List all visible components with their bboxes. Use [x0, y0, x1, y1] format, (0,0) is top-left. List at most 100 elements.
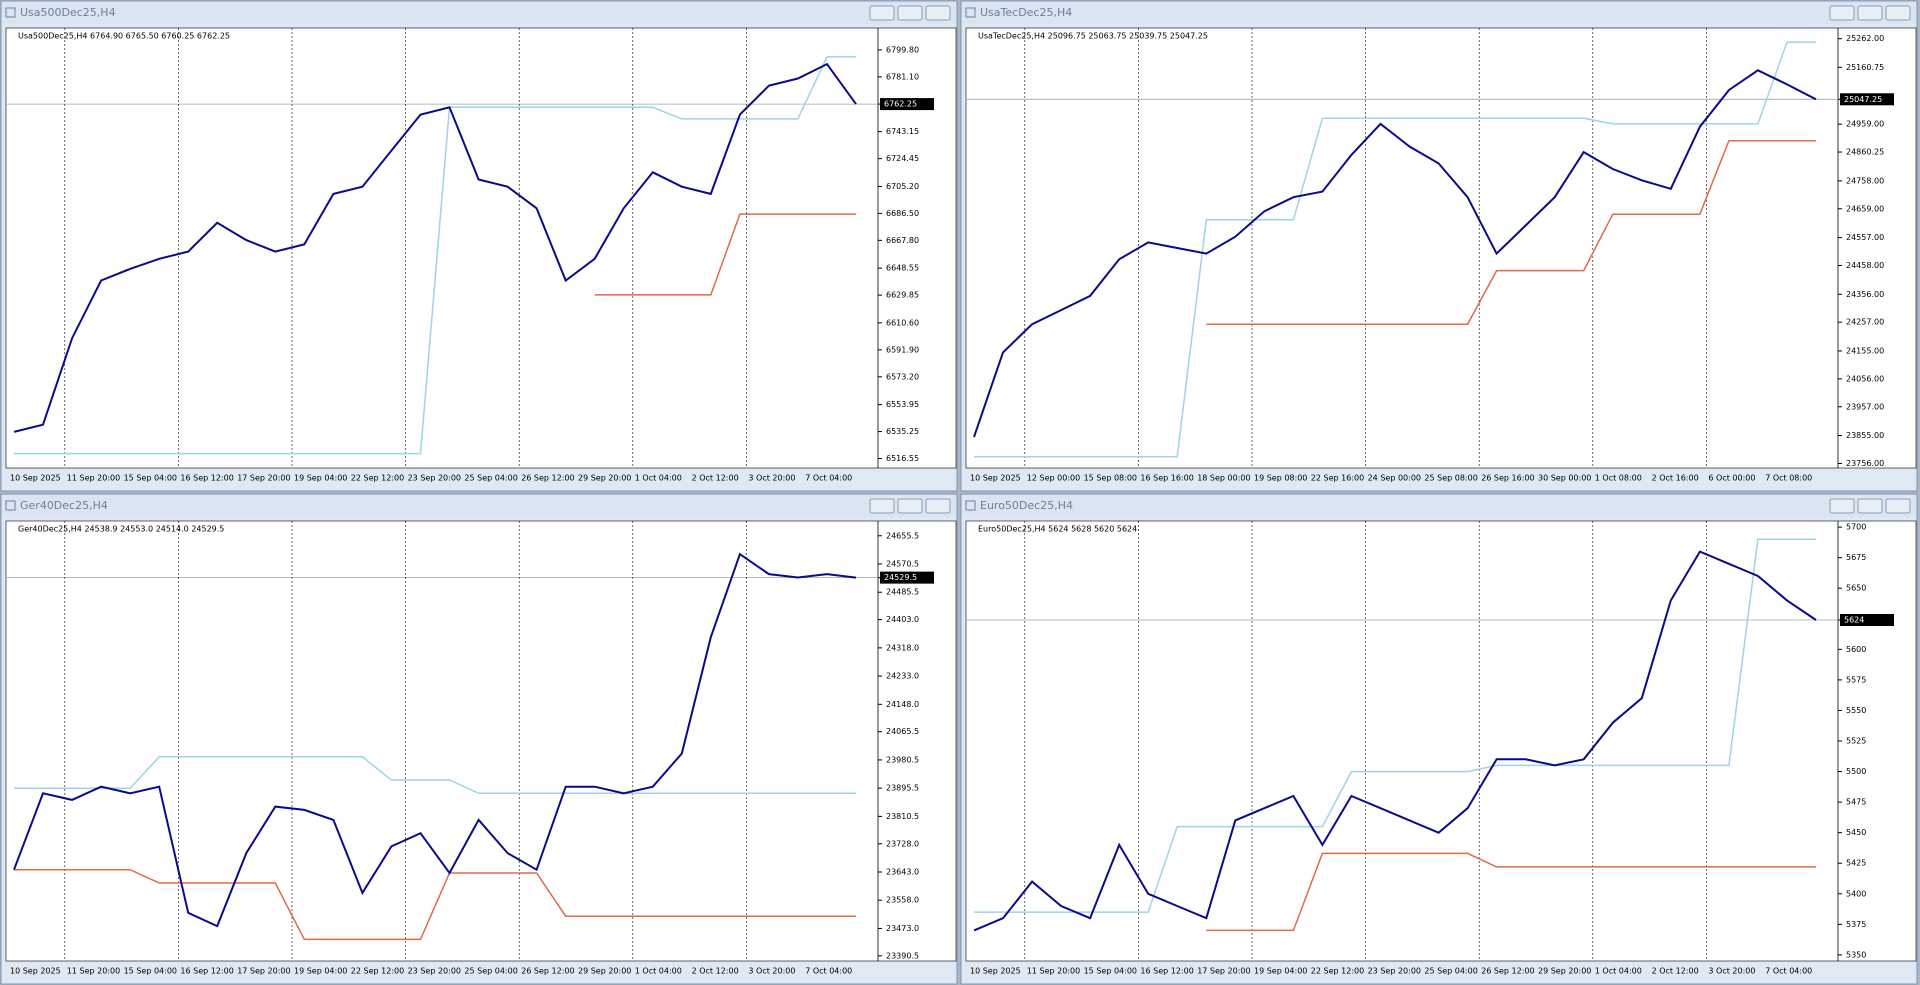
y-tick-label: 24257.00 [1846, 318, 1884, 327]
x-tick-label: 11 Sep 20:00 [67, 967, 120, 976]
y-tick-label: 5650 [1846, 584, 1866, 593]
y-tick-label: 5525 [1846, 737, 1866, 746]
y-tick-label: 24959.00 [1846, 120, 1884, 129]
minimize-button[interactable] [869, 498, 895, 514]
upper-line [14, 756, 856, 795]
y-tick-label: 5600 [1846, 645, 1866, 654]
y-tick-label: 5675 [1846, 553, 1866, 562]
x-tick-label: 16 Sep 12:00 [180, 967, 233, 976]
chart-window: UsaTecDec25,H4 UsaTecDec25,H4 25096.75 25… [960, 0, 1918, 492]
y-tick-label: 23558.0 [886, 896, 919, 905]
x-tick-label: 1 Oct 04:00 [1595, 967, 1642, 976]
x-tick-label: 1 Oct 08:00 [1595, 474, 1642, 483]
close-button[interactable] [925, 498, 951, 514]
x-tick-label: 3 Oct 20:00 [748, 474, 795, 483]
maximize-button[interactable] [1857, 498, 1883, 514]
x-tick-label: 22 Sep 12:00 [351, 967, 404, 976]
y-tick-label: 24356.00 [1846, 290, 1884, 299]
y-tick-label: 6553.95 [886, 400, 919, 409]
x-tick-label: 16 Sep 16:00 [1140, 474, 1193, 483]
upper-line [974, 538, 1816, 913]
window-icon [5, 7, 16, 18]
close-button[interactable] [1885, 5, 1911, 21]
y-tick-label: 24529.5 [884, 573, 917, 582]
y-tick-label: 5575 [1846, 675, 1866, 684]
price-tag [880, 571, 934, 584]
minimize-button[interactable] [1829, 498, 1855, 514]
minimize-button[interactable] [1829, 5, 1855, 21]
x-tick-label: 25 Sep 04:00 [464, 474, 517, 483]
y-tick-label: 23643.0 [886, 868, 919, 877]
x-tick-label: 19 Sep 08:00 [1254, 474, 1307, 483]
y-tick-label: 5475 [1846, 798, 1866, 807]
y-tick-label: 23810.5 [886, 812, 919, 821]
x-tick-label: 1 Oct 04:00 [635, 967, 682, 976]
x-tick-label: 10 Sep 2025 [970, 474, 1021, 483]
chart-header: Euro50Dec25,H4 5624 5628 5620 5624 [978, 525, 1137, 534]
maximize-button[interactable] [897, 498, 923, 514]
title-bar [962, 495, 1916, 517]
x-tick-label: 25 Sep 04:00 [1424, 967, 1477, 976]
y-tick-label: 25262.00 [1846, 34, 1884, 43]
closes-line [973, 550, 1817, 932]
x-tick-label: 11 Sep 20:00 [67, 474, 120, 483]
x-tick-label: 2 Oct 12:00 [692, 474, 739, 483]
close-button[interactable] [925, 5, 951, 21]
price-tag [1840, 93, 1894, 106]
y-tick-label: 24148.0 [886, 700, 919, 709]
y-tick-label: 6667.80 [886, 236, 919, 245]
x-tick-label: 19 Sep 04:00 [294, 474, 347, 483]
window-title: Ger40Dec25,H4 [20, 499, 108, 512]
x-tick-label: 23 Sep 20:00 [1368, 967, 1421, 976]
y-tick-label: 6799.80 [886, 45, 919, 54]
y-tick-label: 24557.00 [1846, 233, 1884, 242]
chart-header: UsaTecDec25,H4 25096.75 25063.75 25039.7… [978, 32, 1208, 41]
y-tick-label: 24155.00 [1846, 346, 1884, 355]
y-tick-label: 6781.10 [886, 72, 919, 81]
title-bar [2, 495, 956, 517]
x-tick-label: 19 Sep 04:00 [1254, 967, 1307, 976]
y-tick-label: 23728.0 [886, 839, 919, 848]
x-tick-label: 19 Sep 04:00 [294, 967, 347, 976]
y-tick-label: 5624 [1844, 616, 1864, 625]
x-tick-label: 26 Sep 12:00 [521, 474, 574, 483]
y-tick-label: 24860.25 [1846, 148, 1884, 157]
window-icon [965, 500, 976, 511]
y-tick-label: 23390.5 [886, 951, 919, 960]
closes-line [13, 62, 857, 433]
maximize-button[interactable] [897, 5, 923, 21]
x-tick-label: 3 Oct 20:00 [748, 967, 795, 976]
price-tag [880, 98, 934, 111]
y-tick-label: 24655.5 [886, 531, 919, 540]
y-tick-label: 5500 [1846, 767, 1866, 776]
x-tick-label: 24 Sep 00:00 [1368, 474, 1421, 483]
x-tick-label: 2 Oct 12:00 [1652, 967, 1699, 976]
y-tick-label: 6610.60 [886, 318, 919, 327]
y-tick-label: 24233.0 [886, 672, 919, 681]
plot-area [5, 27, 957, 469]
x-tick-label: 29 Sep 20:00 [1538, 967, 1591, 976]
y-tick-label: 23473.0 [886, 924, 919, 933]
title-bar [2, 2, 956, 24]
y-tick-label: 5425 [1846, 859, 1866, 868]
x-tick-label: 22 Sep 12:00 [1311, 967, 1364, 976]
x-tick-label: 11 Sep 20:00 [1027, 967, 1080, 976]
y-tick-label: 23980.5 [886, 755, 919, 764]
x-tick-label: 15 Sep 08:00 [1084, 474, 1137, 483]
y-tick-label: 5375 [1846, 920, 1866, 929]
lower-line [14, 868, 856, 941]
x-tick-label: 15 Sep 04:00 [124, 967, 177, 976]
x-tick-label: 6 Oct 00:00 [1708, 474, 1755, 483]
x-tick-label: 25 Sep 08:00 [1424, 474, 1477, 483]
chart-window: Ger40Dec25,H4 Ger40Dec25,H4 24538.9 24553… [0, 493, 958, 985]
maximize-button[interactable] [1857, 5, 1883, 21]
y-tick-label: 5450 [1846, 828, 1866, 837]
x-tick-label: 30 Sep 00:00 [1538, 474, 1591, 483]
y-tick-label: 6724.45 [886, 154, 919, 163]
minimize-button[interactable] [869, 5, 895, 21]
x-tick-label: 3 Oct 20:00 [1708, 967, 1755, 976]
x-tick-label: 17 Sep 20:00 [237, 474, 290, 483]
close-button[interactable] [1885, 498, 1911, 514]
y-tick-label: 24056.00 [1846, 374, 1884, 383]
